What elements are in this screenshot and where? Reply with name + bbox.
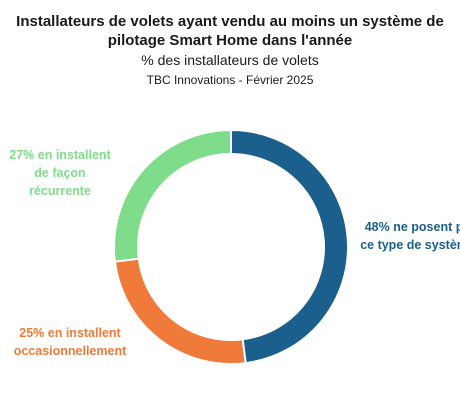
slice-label-occasional-line-1: 25% en installent (19, 326, 121, 340)
slice-label-occasional-line-2: occasionnellement (13, 344, 127, 358)
slice-label-recurrent: 27% en installent de façon récurrente (0, 146, 120, 200)
chart-source: TBC Innovations - Février 2025 (146, 73, 314, 87)
slice-label-recurrent-line-3: récurrente (29, 184, 91, 198)
slice-label-recurrent-line-2: de façon (34, 166, 86, 180)
slice-label-none-line-1: 48% ne posent pas (364, 220, 460, 234)
slice-label-occasional: 25% en installent occasionnellement (10, 324, 130, 360)
slice-occasional (113, 257, 247, 365)
chart-title-line-2: pilotage Smart Home dans l'année (107, 32, 353, 49)
slice-none (230, 128, 349, 365)
slice-label-recurrent-line-1: 27% en installent (9, 148, 111, 162)
slice-recurrent (113, 128, 232, 263)
chart-title-line-1: Installateurs de volets ayant vendu au m… (16, 13, 444, 30)
chart-title: Installateurs de volets ayant vendu au m… (0, 12, 460, 50)
slice-label-none-line-2: ce type de systèmes (360, 238, 460, 252)
slice-label-none: 48% ne posent pas ce type de systèmes (356, 218, 460, 254)
chart-subtitle: % des installateurs de volets (141, 52, 319, 68)
